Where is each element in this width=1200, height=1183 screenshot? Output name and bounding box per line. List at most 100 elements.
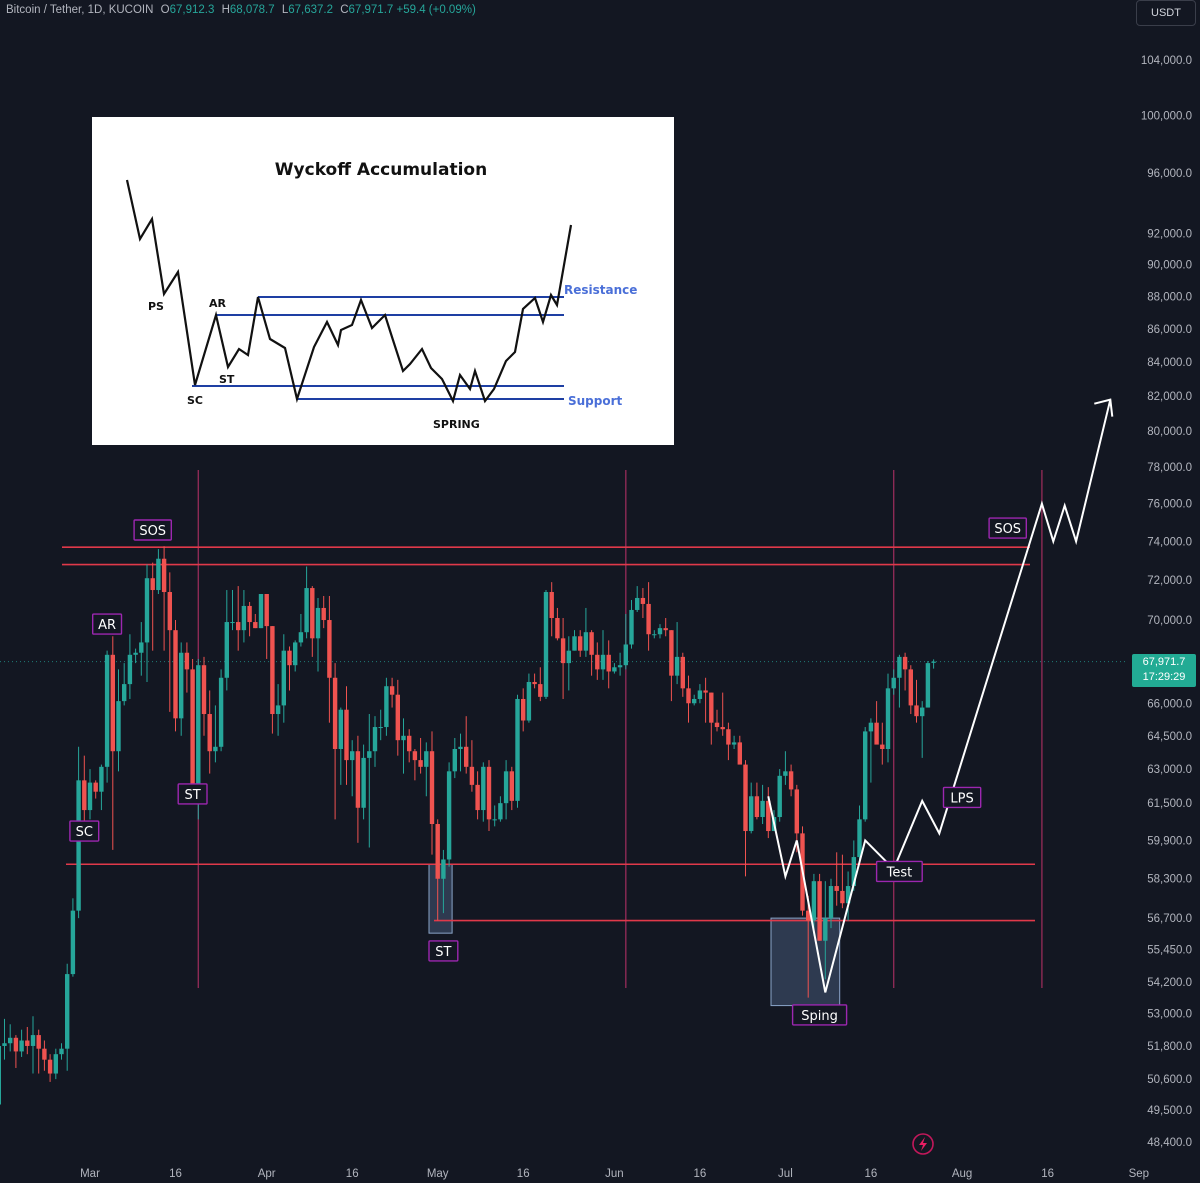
candle-body <box>578 636 583 651</box>
candle-body <box>213 746 218 752</box>
candle-body <box>464 746 469 767</box>
candle-body <box>834 886 839 891</box>
candle <box>395 679 400 756</box>
y-tick-label: 56,700.0 <box>1147 913 1192 925</box>
candle-body <box>36 1035 41 1049</box>
candle <box>184 642 190 693</box>
candle <box>629 599 634 649</box>
annotation-label: SOS <box>139 524 166 539</box>
candle <box>30 1016 36 1074</box>
candle <box>498 796 503 822</box>
candle-body <box>555 618 560 639</box>
candle <box>857 805 862 860</box>
candle <box>623 613 628 670</box>
candle-body <box>720 727 725 730</box>
y-tick-label: 48,400.0 <box>1147 1137 1192 1149</box>
annotation-label: Test <box>886 865 913 880</box>
candle <box>53 1048 58 1080</box>
x-tick-label: Jul <box>778 1168 793 1180</box>
annotation-st: ST <box>428 940 459 962</box>
candle <box>703 677 708 723</box>
annotation-box <box>791 1004 848 1026</box>
candle <box>891 669 896 695</box>
st-label: ST <box>219 373 235 386</box>
annotation-box <box>69 820 100 842</box>
candle <box>806 895 811 998</box>
annotation-label: AR <box>98 618 116 633</box>
candle <box>0 1045 1 1105</box>
last-price: 67,971.7 <box>1142 656 1186 668</box>
candle <box>743 760 748 877</box>
candle <box>737 735 742 765</box>
wyckoff-annotations: SOS AR ST SC ST Sping Test LPS SOS <box>69 517 1027 1026</box>
candle-body <box>93 782 98 792</box>
candle-body <box>726 729 731 745</box>
candle-body <box>475 784 480 811</box>
candle-body <box>367 751 372 758</box>
candle-body <box>76 780 81 911</box>
candle <box>902 652 908 691</box>
candle <box>25 1026 30 1055</box>
candle-body <box>543 592 549 697</box>
candle-body <box>344 709 349 761</box>
candle-body <box>657 628 663 635</box>
candle <box>338 707 343 785</box>
candle-body <box>902 656 908 670</box>
candle <box>589 630 594 676</box>
candle-body <box>857 819 862 858</box>
candle-body <box>760 800 765 818</box>
replay-button[interactable] <box>912 1133 934 1155</box>
candle-body <box>868 722 874 732</box>
candle <box>82 755 87 829</box>
candle-body <box>828 886 834 919</box>
candle-body <box>327 620 332 678</box>
y-tick-label: 70,000.0 <box>1147 615 1192 627</box>
x-tick-label: 16 <box>169 1168 182 1180</box>
candle <box>207 690 212 774</box>
annotation-label: SOS <box>994 522 1021 537</box>
x-tick-label: 16 <box>346 1168 359 1180</box>
currency-button[interactable]: USDT <box>1136 0 1196 26</box>
annotation-st: ST <box>177 783 208 805</box>
candle-body <box>8 1037 13 1044</box>
candle-body <box>384 686 389 728</box>
candle <box>389 677 395 708</box>
last-price-tag: 67,971.7 17:29:29 <box>1132 654 1196 687</box>
close-label: C <box>340 4 349 16</box>
candle <box>543 590 549 699</box>
time-axis[interactable]: Mar 16 Apr 16 May 16 Jun 16 Jul 16 Aug 16 Sep <box>80 1168 1149 1180</box>
candle-body <box>446 771 452 860</box>
candle-body <box>429 751 435 825</box>
candle <box>424 742 429 797</box>
candle-body <box>737 742 742 765</box>
candle <box>355 735 361 843</box>
candle <box>429 731 435 855</box>
candle <box>264 593 269 659</box>
candle-body <box>258 593 264 629</box>
wyckoff-diagram: Wyckoff Accumulation Resistance Support … <box>125 160 637 431</box>
annotation-box <box>428 940 459 962</box>
y-tick-label: 74,000.0 <box>1147 536 1192 548</box>
candle-body <box>840 890 845 904</box>
candle-body <box>310 588 315 639</box>
candle-body <box>731 742 737 745</box>
zone-box <box>770 917 841 1007</box>
y-tick-label: 66,000.0 <box>1147 698 1192 710</box>
candle <box>754 782 760 820</box>
candle <box>663 618 668 637</box>
candle-body <box>640 597 646 604</box>
candle <box>156 549 161 594</box>
price-axis[interactable]: 104,000.0 100,000.0 96,000.0 92,000.0 90,000… <box>1141 55 1192 1149</box>
candle <box>122 663 127 706</box>
candle-body <box>817 881 822 941</box>
candle <box>167 572 172 712</box>
candle <box>139 622 144 676</box>
candle-body <box>133 652 138 655</box>
candle <box>452 737 457 779</box>
y-tick-label: 76,000.0 <box>1147 499 1192 511</box>
y-tick-label: 55,450.0 <box>1147 945 1192 957</box>
highlight-zones <box>428 863 841 1007</box>
candle <box>914 679 919 723</box>
symbol-title[interactable]: Bitcoin / Tether, 1D, KUCOIN <box>6 4 154 16</box>
